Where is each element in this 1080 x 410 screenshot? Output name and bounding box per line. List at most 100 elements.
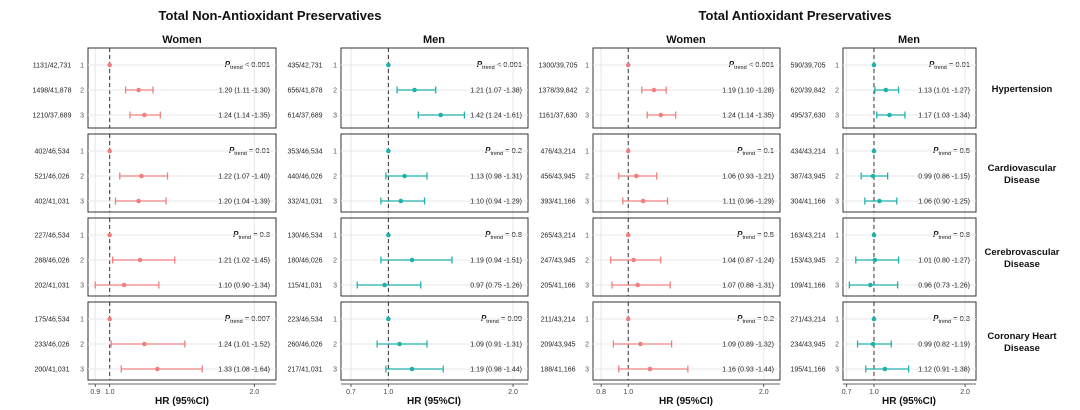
- row-case-count: 195/41,166: [790, 367, 825, 374]
- x-tick-label: 2.0: [249, 389, 259, 396]
- row-case-count: 1161/37,630: [539, 113, 578, 120]
- hr-point: [871, 316, 877, 322]
- row-case-count: 163/43,214: [790, 233, 825, 240]
- row-level-label: 1: [835, 317, 839, 324]
- row-case-count: 1378/39,842: [539, 88, 578, 95]
- row-level-label: 2: [333, 88, 337, 95]
- hr-point: [640, 198, 646, 204]
- panel-subtitle: Women: [162, 34, 202, 46]
- hr-ci-label: 1.01 (0.80 -1.27): [918, 258, 970, 265]
- group-frame: [87, 133, 277, 213]
- row-level-label: 3: [333, 283, 337, 290]
- row-case-count: 202/41,031: [34, 283, 69, 290]
- hr-point: [107, 232, 112, 238]
- hr-point: [136, 87, 141, 93]
- x-tick-label: 0.7: [842, 389, 852, 396]
- hr-ci-label: 1.06 (0.90 -1.25): [918, 199, 970, 206]
- row-level-label: 3: [333, 113, 337, 120]
- row-level-label: 3: [80, 367, 84, 374]
- panel-subtitle: Men: [898, 34, 920, 46]
- hr-point: [142, 112, 147, 118]
- row-case-count: 614/37,689: [287, 113, 322, 120]
- row-level-label: 2: [80, 88, 84, 95]
- row-case-count: 620/39,842: [790, 88, 825, 95]
- hr-ci-label: 1.09 (0.91 -1.31): [470, 342, 522, 349]
- hr-point: [386, 232, 391, 238]
- group-frame: [340, 47, 529, 129]
- group-frame: [87, 47, 277, 129]
- forest-panel: WomenPtrend < 0.0011131/42,73111498/41,8…: [33, 34, 277, 407]
- row-level-label: 2: [835, 88, 839, 95]
- hr-point: [412, 87, 417, 93]
- hr-ci-label: 1.13 (1.01 -1.27): [918, 88, 970, 95]
- hr-point: [386, 148, 391, 154]
- group-frame: [842, 301, 977, 381]
- hr-point: [386, 62, 391, 68]
- x-tick-label: 1.0: [623, 389, 633, 396]
- panel-subtitle: Women: [666, 34, 706, 46]
- hr-point: [871, 232, 877, 238]
- hr-point: [635, 282, 641, 288]
- hr-point: [651, 87, 657, 93]
- row-case-count: 223/46,534: [287, 317, 322, 324]
- x-axis-label: HR (95%CI): [155, 396, 209, 407]
- hr-point: [625, 62, 631, 68]
- row-level-label: 2: [80, 258, 84, 265]
- x-axis-label: HR (95%CI): [659, 396, 713, 407]
- row-case-count: 247/43,945: [540, 258, 575, 265]
- x-tick-label: 0.9: [90, 389, 100, 396]
- hr-ci-label: 0.96 (0.73 -1.26): [918, 283, 970, 290]
- hr-ci-label: 1.21 (1.07 -1.38): [470, 88, 522, 95]
- hr-point: [402, 173, 407, 179]
- hr-point: [625, 148, 631, 154]
- hr-ci-label: 1.11 (0.96 -1.29): [723, 199, 774, 206]
- row-level-label: 3: [333, 199, 337, 206]
- hr-ci-label: 1.20 (1.11 -1.30): [219, 88, 270, 95]
- row-level-label: 1: [333, 149, 337, 156]
- group-frame: [842, 47, 977, 129]
- hr-ci-label: 0.99 (0.82 -1.19): [918, 342, 970, 349]
- row-level-label: 2: [333, 342, 337, 349]
- x-tick-label: 1.0: [384, 389, 394, 396]
- row-case-count: 260/46,026: [287, 342, 322, 349]
- hr-ci-label: 1.13 (0.98 -1.31): [470, 174, 522, 181]
- x-axis-label: HR (95%CI): [882, 396, 936, 407]
- row-case-count: 233/46,026: [34, 342, 69, 349]
- row-case-count: 211/43,214: [541, 317, 576, 324]
- hr-ci-label: 1.16 (0.93 -1.44): [722, 367, 774, 374]
- hr-point: [625, 316, 631, 322]
- group-frame: [340, 217, 529, 297]
- row-case-count: 476/43,214: [540, 149, 575, 156]
- row-level-label: 1: [333, 233, 337, 240]
- hr-point: [398, 198, 404, 204]
- row-level-label: 3: [333, 367, 337, 374]
- hr-point: [872, 257, 878, 263]
- hr-ci-label: 1.24 (1.14 -1.35): [218, 113, 270, 120]
- forest-panel: MenPtrend < 0.001435/42,7311656/41,87821…: [287, 34, 529, 407]
- hr-ci-label: 0.99 (0.86 -1.15): [918, 174, 970, 181]
- figure-title-right: Total Antioxidant Preservatives: [699, 8, 892, 23]
- row-level-label: 1: [585, 149, 589, 156]
- row-case-count: 440/46,026: [287, 174, 322, 181]
- row-level-label: 3: [80, 199, 84, 206]
- hr-ci-label: 1.12 (0.91 -1.38): [918, 367, 970, 374]
- row-level-label: 2: [585, 174, 589, 181]
- row-level-label: 3: [835, 199, 839, 206]
- hr-point: [870, 341, 876, 347]
- row-case-count: 1131/42,731: [33, 63, 72, 70]
- row-level-label: 1: [835, 63, 839, 70]
- row-level-label: 1: [80, 149, 84, 156]
- x-axis-label: HR (95%CI): [407, 396, 461, 407]
- hr-point: [631, 257, 636, 263]
- forest-panel: WomenPtrend < 0.0011300/39,70511378/39,8…: [539, 34, 781, 407]
- row-level-label: 1: [585, 63, 589, 70]
- hr-point: [121, 282, 127, 288]
- hr-point: [409, 366, 415, 372]
- group-frame: [87, 217, 277, 297]
- row-case-count: 402/41,031: [34, 199, 69, 206]
- row-level-label: 1: [80, 233, 84, 240]
- x-tick-label: 2.0: [759, 389, 769, 396]
- hr-point: [142, 341, 147, 347]
- row-case-count: 435/42,731: [287, 63, 322, 70]
- row-level-label: 2: [585, 258, 589, 265]
